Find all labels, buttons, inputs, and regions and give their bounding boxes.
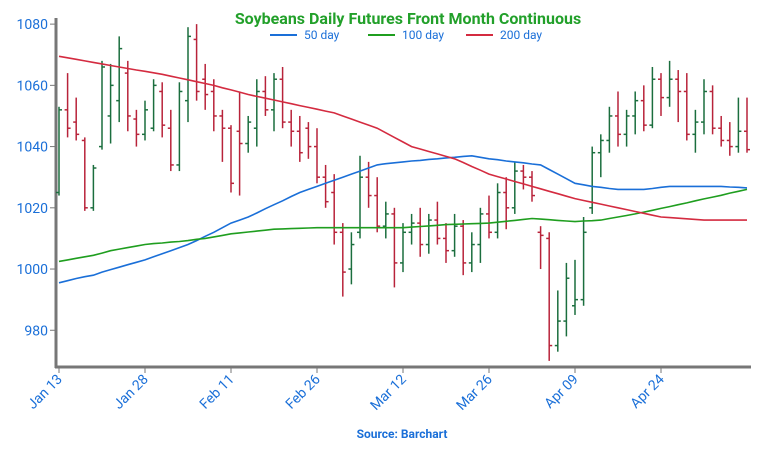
y-tick-label: 1060 (17, 78, 49, 94)
y-tick-label: 1040 (17, 140, 49, 156)
y-tick-label: 1020 (17, 201, 49, 217)
x-tick-label: Jan 28 (111, 371, 152, 412)
x-tick-label: Apr 09 (542, 372, 582, 412)
x-tick-label: Jan 13 (25, 372, 66, 413)
y-tick-label: 1000 (17, 262, 49, 278)
legend-label: 100 day (402, 28, 444, 42)
x-tick-label: Apr 24 (628, 371, 668, 411)
x-tick-label: Feb 26 (283, 371, 324, 412)
y-tick-label: 980 (24, 323, 48, 339)
y-tick-label: 1080 (17, 17, 49, 33)
x-tick-label: Mar 12 (368, 371, 410, 413)
source: Source: Barchart (357, 427, 448, 441)
ma-line (58, 154, 748, 284)
ma-line (58, 55, 747, 221)
chart-title: Soybeans Daily Futures Front Month Conti… (235, 9, 581, 28)
ma-line (58, 188, 748, 263)
legend-label: 200 day (500, 28, 542, 42)
legend-label: 50 day (304, 28, 340, 42)
x-tick-label: Mar 26 (454, 371, 496, 413)
x-tick-label: Feb 11 (197, 372, 238, 413)
